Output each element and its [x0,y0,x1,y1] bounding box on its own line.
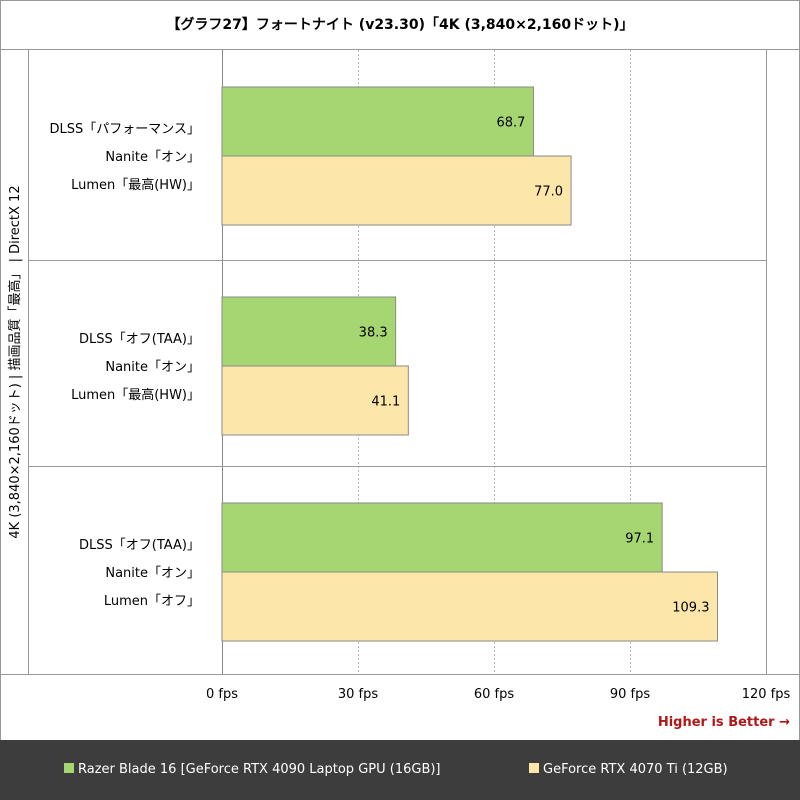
legend-bar [0,740,800,800]
x-tick-label: 60 fps [474,687,515,702]
legend: Razer Blade 16 [GeForce RTX 4090 Laptop … [64,762,728,777]
category-label-group1-line1: DLSS「パフォーマンス」 [50,122,201,137]
bars [221,86,718,642]
legend-swatch-series2 [529,763,539,773]
category-labels: DLSS「パフォーマンス」 Nanite「オン」 Lumen「最高(HW)」 DLSS… [50,122,201,609]
value-label-series1-group1: 68.7 [496,116,525,131]
side-label: 4K (3,840×2,160ドット) | 描画品質「最高」 | DirectX… [7,185,23,538]
legend-swatch-series1 [64,763,74,773]
category-label-group2-line2: Nanite「オン」 [105,360,200,375]
category-label-group1-line3: Lumen「最高(HW)」 [71,177,200,193]
value-label-series2-group3: 109.3 [672,601,709,616]
value-label-series1-group3: 97.1 [625,532,654,547]
category-label-group1-line2: Nanite「オン」 [105,150,200,165]
x-tick-label: 30 fps [338,687,379,702]
x-tick-label: 120 fps [742,687,791,702]
category-label-group3-line3: Lumen「オフ」 [104,594,200,609]
value-label-series2-group1: 77.0 [534,185,563,200]
bar-series2-group3 [221,571,718,642]
x-tick-label: 0 fps [206,687,238,702]
value-label-series1-group2: 38.3 [359,326,388,341]
higher-is-better-note: Higher is Better → [658,715,790,730]
chart-title: 【グラフ27】フォートナイト (v23.30)「4K (3,840×2,160ド… [166,16,633,33]
category-label-group2-line3: Lumen「最高(HW)」 [71,387,200,403]
value-label-series2-group2: 41.1 [371,395,400,410]
category-label-group3-line1: DLSS「オフ(TAA)」 [79,538,200,553]
category-label-group3-line2: Nanite「オン」 [105,566,200,581]
value-labels: 68.7 38.3 97.1 77.0 41.1 109.3 [359,116,710,616]
bar-series1-group1 [221,86,534,157]
bar-series1-group3 [221,502,663,573]
legend-label-series2: GeForce RTX 4070 Ti (12GB) [543,762,728,777]
category-label-group2-line1: DLSS「オフ(TAA)」 [79,332,200,347]
x-tick-label: 90 fps [610,687,651,702]
legend-label-series1: Razer Blade 16 [GeForce RTX 4090 Laptop … [78,762,441,777]
group-separators [28,50,767,674]
bar-series2-group2 [221,365,409,436]
tick-labels: 0 fps 30 fps 60 fps 90 fps 120 fps [206,687,791,702]
bar-series2-group1 [221,155,572,226]
